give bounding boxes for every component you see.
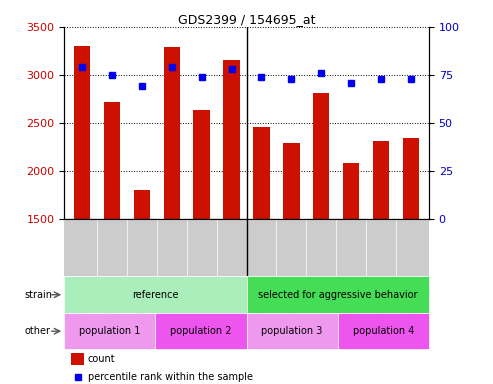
Bar	[343, 163, 359, 219]
Text: reference: reference	[132, 290, 178, 300]
Bar	[71, 353, 84, 365]
Bar	[193, 111, 210, 219]
Bar	[64, 313, 155, 349]
Text: selected for aggressive behavior: selected for aggressive behavior	[258, 290, 418, 300]
Bar	[373, 141, 389, 219]
Bar	[283, 142, 300, 219]
Text: other: other	[25, 326, 51, 336]
Text: population 2: population 2	[170, 326, 232, 336]
Bar	[246, 276, 429, 313]
Text: population 1: population 1	[79, 326, 141, 336]
Bar	[64, 276, 246, 313]
Bar	[104, 102, 120, 219]
Bar	[134, 190, 150, 219]
Bar	[164, 46, 180, 219]
Bar	[403, 138, 419, 219]
Text: count: count	[88, 354, 115, 364]
Bar	[155, 313, 246, 349]
Text: strain: strain	[25, 290, 53, 300]
Bar	[253, 127, 270, 219]
Text: population 4: population 4	[352, 326, 414, 336]
Title: GDS2399 / 154695_at: GDS2399 / 154695_at	[178, 13, 315, 26]
Bar	[223, 61, 240, 219]
Bar	[338, 313, 429, 349]
Bar	[313, 93, 329, 219]
Bar	[74, 46, 90, 219]
Text: population 3: population 3	[261, 326, 323, 336]
Bar	[246, 313, 338, 349]
Text: percentile rank within the sample: percentile rank within the sample	[88, 372, 253, 382]
